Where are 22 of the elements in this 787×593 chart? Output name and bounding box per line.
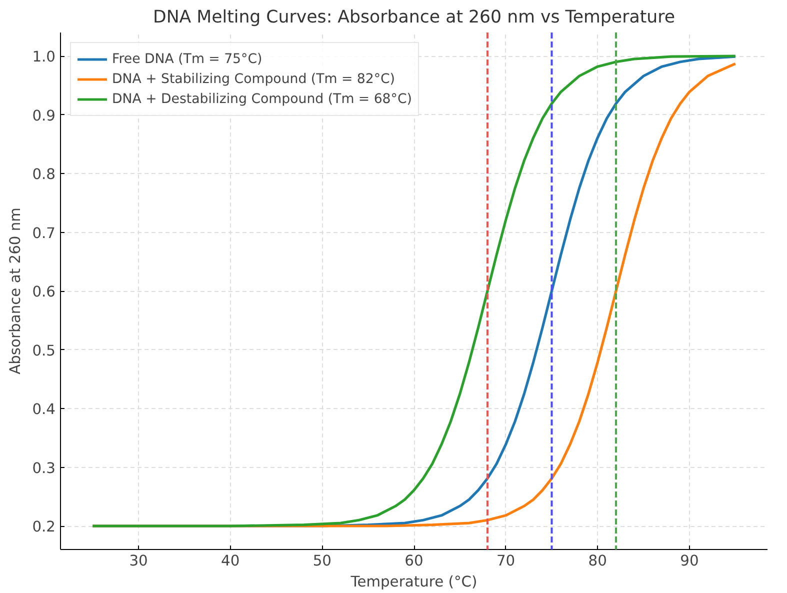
y-tick-label: 0.4 <box>32 401 56 418</box>
y-tick-label: 0.9 <box>32 107 56 124</box>
x-tick-label: 90 <box>680 552 699 570</box>
y-tick-label: 1.0 <box>32 48 56 66</box>
x-tick-label: 80 <box>588 552 607 570</box>
y-tick-label: 0.5 <box>32 342 56 360</box>
x-axis-title: Temperature (°C) <box>350 574 478 590</box>
y-tick-label: 0.6 <box>32 284 56 300</box>
x-tick-label: 50 <box>312 552 332 570</box>
chart-title: DNA Melting Curves: Absorbance at 260 nm vs Temperature <box>152 8 676 28</box>
y-tick-label: 0.7 <box>32 224 56 242</box>
x-tick-label: 70 <box>496 552 516 570</box>
y-tick-label: 0.8 <box>32 166 56 183</box>
x-tick-label: 60 <box>404 552 424 570</box>
legend-label: DNA + Destabilizing Compound (Tm = 68°C) <box>112 92 412 106</box>
y-axis-title: Absorbance at 260 nm <box>7 208 24 374</box>
y-tick-label: 0.2 <box>32 518 56 536</box>
y-tick-label: 0.3 <box>32 460 56 477</box>
x-tick-label: 40 <box>221 552 240 570</box>
legend-label: Free DNA (Tm = 75°C) <box>112 52 262 66</box>
legend-label: DNA + Stabilizing Compound (Tm = 82°C) <box>112 72 396 86</box>
x-tick-label: 30 <box>129 552 148 570</box>
